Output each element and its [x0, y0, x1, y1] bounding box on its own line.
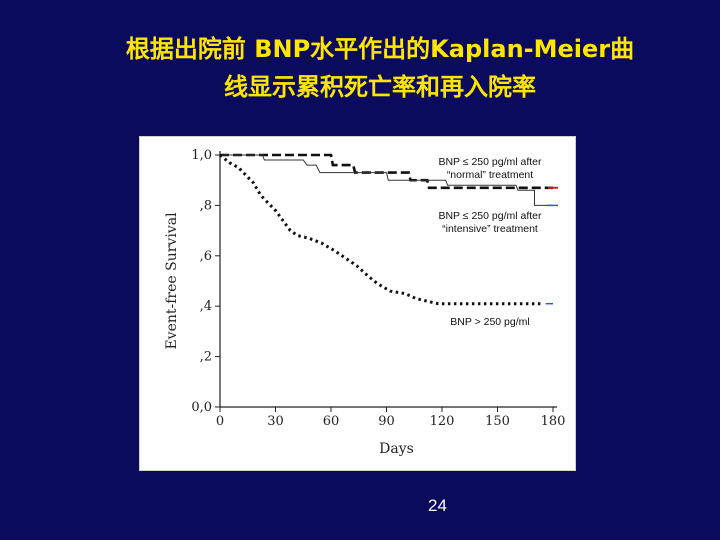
chart-axes: 0,0 ,2 ,4 ,6 ,8 1,0 0 30 60 90 120 150 180 Days Event-… — [164, 148, 565, 457]
x-tick-label: 60 — [323, 414, 340, 429]
x-tick-label: 30 — [267, 414, 284, 429]
page-number: 24 — [428, 496, 447, 515]
x-tick-label: 150 — [485, 414, 510, 429]
x-tick-label: 120 — [430, 414, 455, 429]
slide-title-line2: 线显示累积死亡率和再入院率 — [224, 73, 536, 101]
y-tick-label: ,6 — [200, 249, 212, 264]
survival-curve-3 — [219, 153, 544, 306]
curve-annotation-3-line1: BNP > 250 pg/ml — [450, 316, 529, 328]
x-tick-label: 90 — [378, 414, 395, 429]
x-tick-label: 180 — [541, 414, 566, 429]
slide-title-line1: 根据出院前 BNP水平作出的Kaplan-Meier曲 — [125, 35, 635, 63]
curve-annotation-1-line1: BNP ≤ 250 pg/ml after — [438, 156, 542, 168]
y-tick-label: 1,0 — [191, 148, 212, 163]
kaplan-meier-figure: 0,0 ,2 ,4 ,6 ,8 1,0 0 30 60 90 120 150 180 Days Event-… — [139, 136, 576, 471]
slide-title: 根据出院前 BNP水平作出的Kaplan-Meier曲 线显示累积死亡率和再入院… — [0, 30, 720, 106]
y-tick-label: 0,0 — [191, 400, 212, 415]
y-axis-label: Event-free Survival — [164, 212, 180, 350]
curve-annotation-2-line2: “intensive” treatment — [442, 223, 538, 235]
y-tick-label: ,4 — [200, 299, 212, 314]
curve-annotation-2-line1: BNP ≤ 250 pg/ml after — [438, 210, 542, 222]
x-tick-label: 0 — [216, 414, 224, 429]
curve-annotation-1-line2: “normal” treatment — [447, 169, 533, 181]
y-tick-label: ,2 — [200, 350, 212, 365]
chart-curves — [219, 153, 553, 306]
y-tick-label: ,8 — [200, 198, 212, 213]
x-axis-label: Days — [379, 441, 414, 457]
chart-end-markers — [545, 186, 558, 305]
kaplan-meier-chart: 0,0 ,2 ,4 ,6 ,8 1,0 0 30 60 90 120 150 180 Days Event-… — [164, 148, 565, 457]
survival-curve-2 — [220, 154, 553, 206]
chart-labels: BNP ≤ 250 pg/ml after“normal” treatmentB… — [438, 156, 542, 328]
